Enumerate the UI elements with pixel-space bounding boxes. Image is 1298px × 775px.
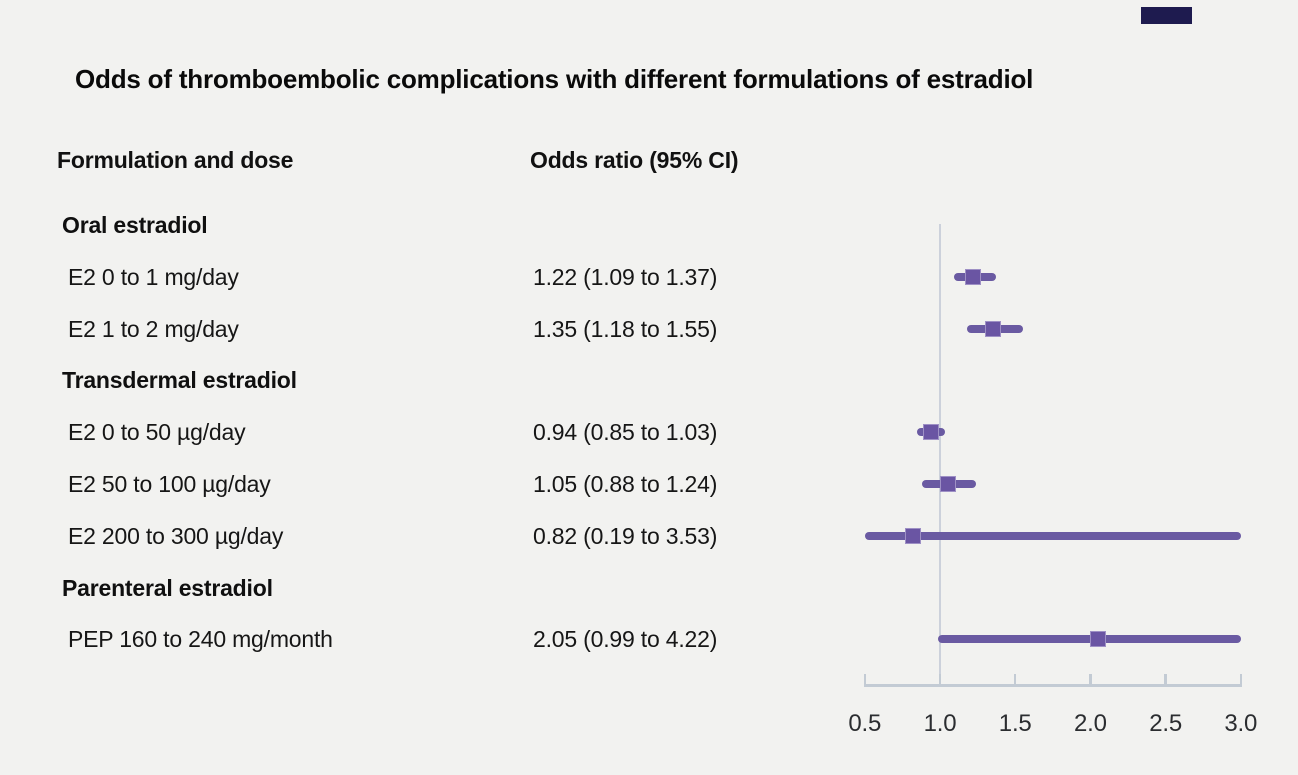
row-item-label: E2 50 to 100 µg/day	[68, 471, 271, 497]
estimate-square	[922, 424, 939, 441]
row-item-label: E2 0 to 1 mg/day	[68, 263, 239, 290]
column-header-formulation: Formulation and dose	[57, 147, 294, 173]
estimate-square	[939, 476, 956, 492]
axis-tick-label: 1.0	[923, 710, 957, 737]
row-item-label: PEP 160 to 240 mg/month	[68, 626, 333, 653]
reference-line	[938, 224, 942, 687]
axis-tick-label: 1.5	[998, 710, 1032, 737]
estimate-square	[1089, 631, 1106, 648]
row-item-label: E2 1 to 2 mg/day	[68, 315, 239, 342]
axis-tick	[1013, 674, 1017, 684]
row-group-label: Transdermal estradiol	[62, 367, 297, 394]
axis-tick	[1089, 674, 1092, 684]
row-item-label: E2 200 to 300 µg/day	[68, 522, 284, 549]
axis-tick	[863, 674, 867, 684]
brand-bar	[1141, 7, 1192, 24]
axis-tick-label: 0.5	[848, 710, 882, 737]
odds-ratio-value: 1.22 (1.09 to 1.37)	[533, 263, 718, 290]
estimate-square	[904, 527, 921, 544]
estimate-square	[984, 320, 1001, 337]
odds-ratio-value: 1.35 (1.18 to 1.55)	[533, 315, 718, 342]
axis-tick-label: 3.0	[1224, 710, 1258, 737]
odds-ratio-value: 2.05 (0.99 to 4.22)	[533, 626, 718, 653]
estimate-square	[965, 268, 982, 285]
row-group-label: Oral estradiol	[62, 212, 208, 238]
x-axis-line	[863, 684, 1242, 687]
ci-bar	[864, 531, 1241, 540]
row-group-label: Parenteral estradiol	[62, 574, 273, 601]
row-item-label: E2 0 to 50 µg/day	[68, 419, 246, 446]
odds-ratio-value: 0.94 (0.85 to 1.03)	[533, 419, 718, 446]
column-header-odds-ratio: Odds ratio (95% CI)	[530, 147, 739, 173]
ci-bar	[938, 635, 1241, 644]
axis-tick-label: 2.0	[1074, 710, 1107, 737]
odds-ratio-value: 1.05 (0.88 to 1.24)	[533, 471, 718, 497]
axis-tick	[938, 674, 942, 684]
axis-tick-label: 2.5	[1149, 710, 1182, 737]
figure-title: Odds of thromboembolic complications wit…	[75, 64, 1034, 94]
axis-tick	[1164, 674, 1167, 684]
axis-tick	[1239, 674, 1243, 684]
odds-ratio-value: 0.82 (0.19 to 3.53)	[533, 522, 718, 549]
